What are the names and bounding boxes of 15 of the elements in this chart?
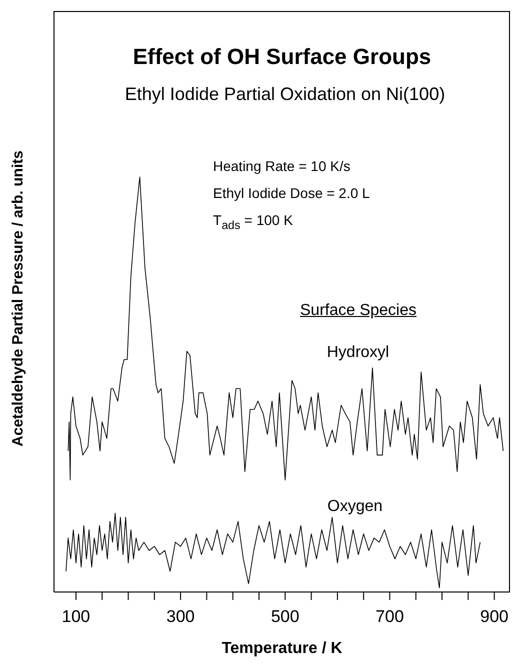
x-tick-label: 700 [376,607,404,626]
x-tick-label: 900 [480,607,508,626]
annotation: T$_{ads}$ = 100 K [213,212,293,232]
chart-subtitle: Ethyl Iodide Partial Oxidation on Ni(100) [124,84,446,105]
legend-title: Surface Species [300,302,417,320]
x-tick-label: 500 [270,607,300,626]
annotation: Ethyl Iodide Dose = 2.0 L [213,185,370,201]
text: Heating Rate = 10 K/s [213,158,350,174]
series-label: Oxygen [326,498,384,516]
chart-title: Effect of OH Surface Groups [132,44,432,70]
x-axis-title: Temperature / K [220,640,344,658]
x-tick-label: 300 [166,607,195,626]
series-label: Hydroxyl [326,344,390,362]
y-axis-title: Acetaldehyde Partial Pressure / arb. units [10,150,26,448]
x-tick-label: 100 [62,607,90,626]
